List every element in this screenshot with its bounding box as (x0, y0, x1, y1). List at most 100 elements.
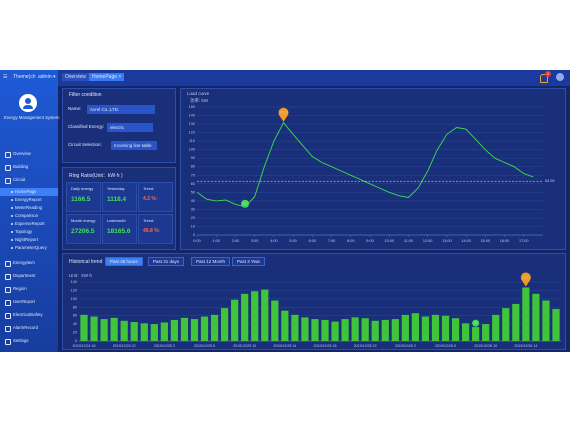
y-tick-label: 90 (191, 156, 195, 160)
bar (200, 316, 209, 341)
menu-dot (11, 199, 13, 201)
menu-item[interactable]: Energyitem (13, 260, 35, 265)
menu-item[interactable]: UserReport (13, 299, 35, 304)
x-tick-label: 11:00 (404, 239, 413, 243)
submenu-item[interactable]: Comparison (15, 213, 39, 218)
select[interactable]: Acrel Co.,LTD. (87, 105, 155, 114)
range-button[interactable]: Past 48 hours (105, 257, 143, 266)
x-tick-label: 9:00 (366, 239, 373, 243)
bar (361, 318, 369, 341)
menu-icon (5, 339, 11, 345)
bar (512, 303, 520, 341)
bar (381, 319, 389, 341)
x-tick-label: 1:00 (213, 239, 220, 243)
x-tick-label: 17:00 (519, 239, 529, 243)
menu-item[interactable]: Circuit (13, 177, 26, 182)
y-tick-label: 40 (73, 322, 77, 326)
stat-label: Month energy (71, 218, 96, 223)
submenu-item[interactable]: NightReport (15, 237, 38, 242)
stat-cell (138, 182, 173, 212)
filter-panel: Filter condition Name: Acrel Co.,LTD. Clas… (62, 88, 176, 163)
menu-dot (11, 191, 13, 193)
tab[interactable]: HomePage × (89, 73, 125, 81)
bar (271, 300, 279, 341)
submenu-item[interactable]: MeterReading (15, 205, 42, 210)
y-tick-label: 120 (71, 288, 77, 292)
x-tick-label: 2:00 (232, 239, 239, 243)
bar (321, 319, 329, 341)
bar (542, 300, 550, 341)
menu-item[interactable]: Overview (13, 151, 31, 156)
stat-cell (66, 214, 101, 244)
bar (472, 327, 480, 341)
menu-item[interactable]: Building (13, 164, 29, 169)
bar (341, 319, 349, 341)
x-tick-label: 16:00 (500, 239, 510, 243)
bar (140, 323, 148, 341)
menu-icon (5, 178, 11, 184)
bar (441, 315, 450, 341)
y-axis-label: 功率: kW (190, 97, 209, 104)
select[interactable]: Incoming line table (111, 141, 157, 150)
menu-item[interactable]: Department (13, 273, 36, 278)
menu-item[interactable]: ElectricalSafety (13, 312, 43, 317)
line-series (196, 121, 534, 208)
top-bar (0, 70, 570, 86)
stat-value: 4.3 %↑ (143, 196, 159, 202)
average-label: 63.05 (545, 179, 555, 183)
badge: 1 (545, 71, 551, 77)
x-tick-label: 2019/12/24 18 (73, 344, 96, 348)
bar (190, 319, 199, 341)
x-tick-label: 5:00 (289, 239, 296, 243)
x-tick-label: 8:00 (347, 239, 354, 243)
stat-cell (102, 214, 137, 244)
bar (150, 324, 158, 341)
x-tick-label: 15:00 (481, 239, 491, 243)
submenu-item[interactable]: Topology (15, 229, 33, 234)
load-panel: Load curve 功率: kW 0 10 20 30 40 50 60 70 80 90 100 11… (180, 88, 566, 250)
submenu-item[interactable]: HomePage (15, 189, 37, 194)
y-axis-label: Unit：kW·h (69, 273, 92, 278)
bar (291, 314, 299, 341)
stat-label: Trend (143, 218, 154, 223)
y-tick-label: 140 (189, 114, 195, 118)
tab[interactable]: Overview (62, 73, 89, 81)
x-tick-label: 10:00 (384, 239, 394, 243)
bar (210, 314, 219, 341)
menu-item[interactable]: AlarmRecord (13, 325, 39, 330)
submenu-item[interactable]: ExpenseReport (15, 221, 45, 226)
theme[interactable]: Theme(ch (13, 74, 36, 80)
avatar-small[interactable] (556, 73, 564, 81)
menu-toggle[interactable]: ☰ (3, 74, 8, 80)
marker-label: 131.6 (279, 111, 288, 115)
y-tick-label: 70 (191, 173, 195, 177)
y-tick-label: 20 (73, 331, 77, 335)
submenu-item[interactable]: EnergyReport (15, 197, 42, 202)
select[interactable]: electric (107, 123, 153, 132)
bar (391, 319, 399, 341)
bar (532, 293, 540, 341)
bar (110, 317, 118, 341)
bell[interactable] (540, 74, 548, 83)
sidebar (0, 70, 58, 352)
bar (251, 291, 259, 341)
bar (281, 310, 289, 341)
user[interactable]: admin ▾ (38, 74, 56, 80)
y-tick-label: 100 (189, 148, 195, 152)
x-tick-label: 0:00 (193, 239, 200, 243)
menu-item[interactable]: Settings (13, 338, 29, 343)
y-tick-label: 100 (71, 297, 77, 301)
y-tick-label: 0 (193, 233, 195, 237)
range-button[interactable]: Past 31 days (148, 257, 185, 266)
bar (461, 323, 470, 341)
bar (421, 316, 430, 341)
submenu-item[interactable]: ParameterQuery (15, 245, 47, 250)
range-button[interactable]: Past 12 Month (191, 257, 231, 266)
menu-icon (5, 274, 11, 280)
y-tick-label: 40 (191, 199, 195, 203)
range-button[interactable]: Past 3 Year (232, 257, 266, 266)
menu-item[interactable]: Region (13, 286, 27, 291)
bar (130, 322, 138, 341)
bar (411, 313, 420, 341)
